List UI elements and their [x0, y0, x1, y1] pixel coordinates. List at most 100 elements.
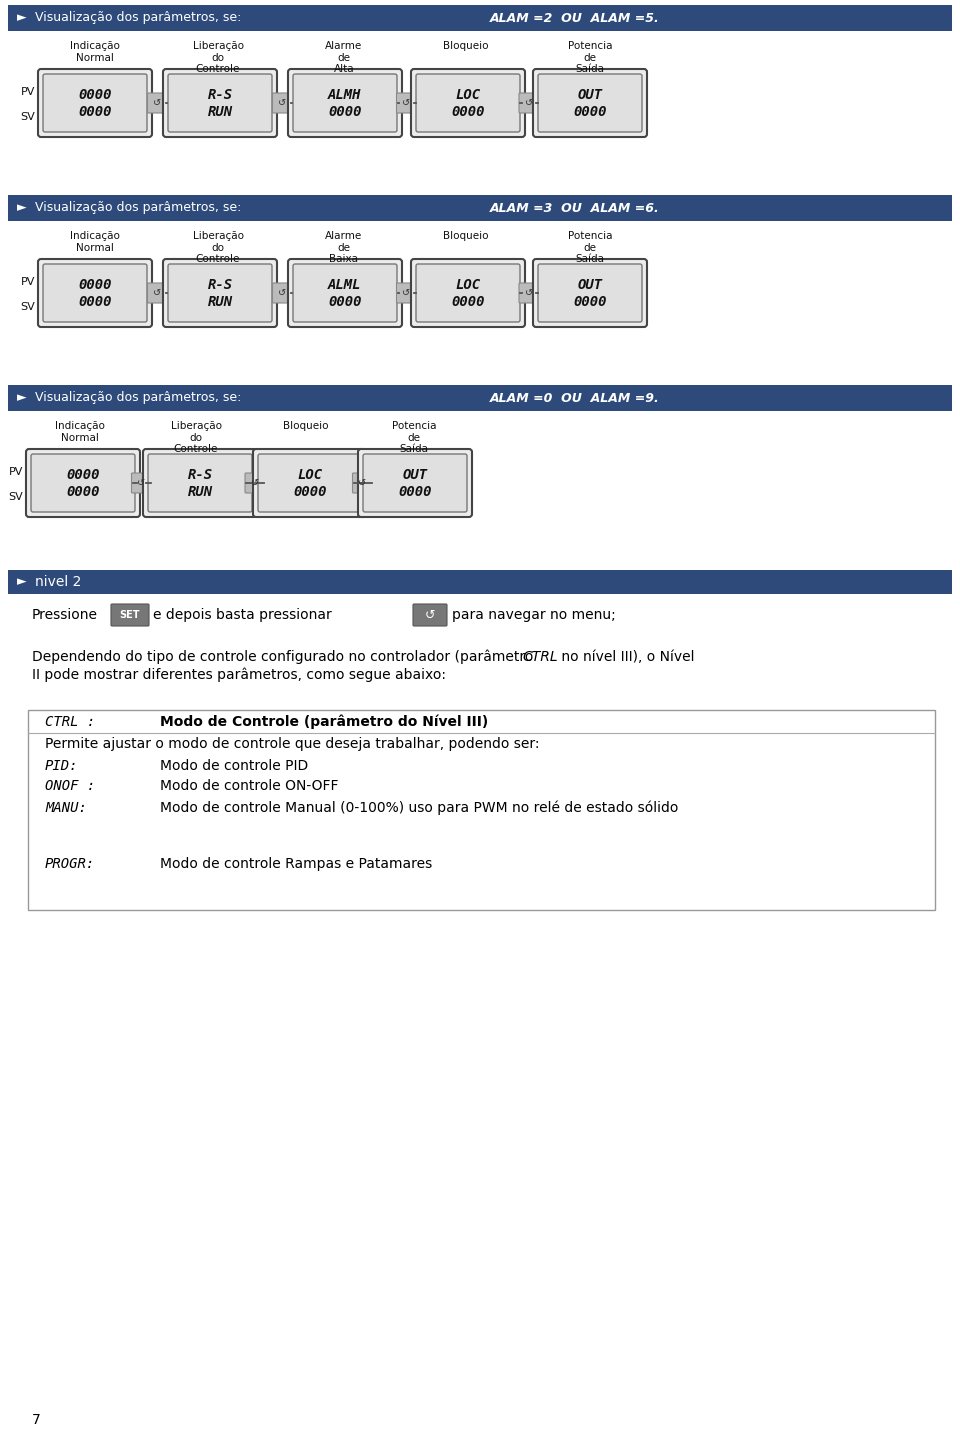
Text: Alarme
de
Alta: Alarme de Alta: [325, 40, 363, 74]
Text: Bloqueio: Bloqueio: [444, 231, 489, 241]
FancyBboxPatch shape: [413, 604, 447, 626]
FancyBboxPatch shape: [363, 454, 467, 512]
Text: CTRL :: CTRL :: [45, 714, 95, 729]
Text: nivel 2: nivel 2: [35, 576, 82, 589]
Text: CTRL: CTRL: [522, 651, 558, 664]
Text: 7: 7: [32, 1413, 40, 1427]
Text: R-S: R-S: [207, 88, 232, 101]
Text: Dependendo do tipo de controle configurado no controlador (parâmetro: Dependendo do tipo de controle configura…: [32, 651, 538, 665]
Text: Modo de controle PID: Modo de controle PID: [160, 759, 308, 772]
FancyBboxPatch shape: [31, 454, 135, 512]
Text: 0000: 0000: [573, 106, 607, 120]
FancyBboxPatch shape: [148, 283, 167, 304]
FancyBboxPatch shape: [168, 74, 272, 132]
FancyBboxPatch shape: [258, 454, 362, 512]
Text: ↺: ↺: [278, 98, 287, 108]
Text: ↺: ↺: [525, 288, 533, 298]
Text: no nível III), o Nível: no nível III), o Nível: [557, 651, 694, 664]
Bar: [8, 570, 952, 594]
Text: ALAM =2  OU  ALAM =5.: ALAM =2 OU ALAM =5.: [490, 12, 660, 25]
Text: Potencia
de
Saída: Potencia de Saída: [567, 231, 612, 265]
FancyBboxPatch shape: [293, 265, 397, 322]
Text: para navegar no menu;: para navegar no menu;: [452, 607, 615, 622]
FancyBboxPatch shape: [273, 283, 293, 304]
FancyBboxPatch shape: [43, 265, 147, 322]
Text: Modo de controle ON-OFF: Modo de controle ON-OFF: [160, 779, 339, 794]
Text: Indicação
Normal: Indicação Normal: [70, 231, 120, 253]
FancyBboxPatch shape: [253, 450, 367, 518]
Text: Modo de Controle (parâmetro do Nível III): Modo de Controle (parâmetro do Nível III…: [160, 714, 489, 729]
Text: PV: PV: [20, 87, 35, 97]
Text: ALAM =3  OU  ALAM =6.: ALAM =3 OU ALAM =6.: [490, 201, 660, 214]
Bar: [8, 195, 952, 221]
Text: 0000: 0000: [328, 295, 362, 309]
Text: PROGR:: PROGR:: [45, 857, 95, 870]
Text: ►: ►: [17, 392, 27, 405]
Text: 0000: 0000: [293, 486, 326, 499]
FancyBboxPatch shape: [411, 69, 525, 137]
Text: OUT: OUT: [577, 88, 603, 101]
Text: RUN: RUN: [207, 295, 232, 309]
Text: SV: SV: [9, 492, 23, 502]
Text: Bloqueio: Bloqueio: [283, 421, 328, 431]
Text: RUN: RUN: [187, 486, 212, 499]
Text: Visualização dos parâmetros, se:: Visualização dos parâmetros, se:: [35, 12, 246, 25]
FancyBboxPatch shape: [288, 259, 402, 327]
Text: Liberação
do
Controle: Liberação do Controle: [171, 421, 222, 454]
FancyBboxPatch shape: [288, 69, 402, 137]
Text: Alarme
de
Baixa: Alarme de Baixa: [325, 231, 363, 265]
FancyBboxPatch shape: [245, 473, 265, 493]
FancyBboxPatch shape: [352, 473, 372, 493]
Text: ALAM =0  OU  ALAM =9.: ALAM =0 OU ALAM =9.: [490, 392, 660, 405]
Text: e depois basta pressionar: e depois basta pressionar: [153, 607, 332, 622]
Text: ↺: ↺: [278, 288, 287, 298]
Text: MANU:: MANU:: [45, 801, 86, 814]
FancyBboxPatch shape: [38, 69, 152, 137]
Text: Visualização dos parâmetros, se:: Visualização dos parâmetros, se:: [35, 392, 246, 405]
Text: ↺: ↺: [137, 479, 146, 487]
FancyBboxPatch shape: [538, 74, 642, 132]
Text: ►: ►: [17, 201, 27, 214]
Text: ↺: ↺: [424, 609, 435, 622]
FancyBboxPatch shape: [111, 604, 149, 626]
Text: ALML: ALML: [328, 278, 362, 292]
Text: Indicação
Normal: Indicação Normal: [55, 421, 105, 442]
FancyBboxPatch shape: [168, 265, 272, 322]
Text: ↺: ↺: [251, 479, 259, 487]
Text: 0000: 0000: [66, 469, 100, 482]
Text: 0000: 0000: [79, 295, 111, 309]
FancyBboxPatch shape: [148, 93, 167, 113]
FancyBboxPatch shape: [143, 450, 257, 518]
Text: RUN: RUN: [207, 106, 232, 120]
FancyBboxPatch shape: [396, 283, 417, 304]
Text: ONOF :: ONOF :: [45, 779, 95, 794]
Text: SET: SET: [120, 610, 140, 620]
Text: LOC: LOC: [455, 88, 481, 101]
FancyBboxPatch shape: [273, 93, 293, 113]
Text: PV: PV: [20, 276, 35, 286]
Text: 0000: 0000: [573, 295, 607, 309]
FancyBboxPatch shape: [163, 69, 277, 137]
FancyBboxPatch shape: [533, 259, 647, 327]
Text: Indicação
Normal: Indicação Normal: [70, 40, 120, 62]
Bar: [8, 385, 952, 411]
FancyBboxPatch shape: [358, 450, 472, 518]
Text: Liberação
do
Controle: Liberação do Controle: [193, 231, 244, 265]
Text: Bloqueio: Bloqueio: [444, 40, 489, 51]
Text: ↺: ↺: [525, 98, 533, 108]
Text: ↺: ↺: [358, 479, 367, 487]
Text: Potencia
de
Saída: Potencia de Saída: [392, 421, 436, 454]
Text: Visualização dos parâmetros, se:: Visualização dos parâmetros, se:: [35, 201, 246, 214]
Text: 0000: 0000: [79, 278, 111, 292]
Text: 0000: 0000: [451, 106, 485, 120]
Text: 0000: 0000: [398, 486, 432, 499]
Text: ↺: ↺: [154, 288, 161, 298]
FancyBboxPatch shape: [416, 265, 520, 322]
FancyBboxPatch shape: [411, 259, 525, 327]
FancyBboxPatch shape: [396, 93, 417, 113]
FancyBboxPatch shape: [533, 69, 647, 137]
Text: Modo de controle Manual (0-100%) uso para PWM no relé de estado sólido: Modo de controle Manual (0-100%) uso par…: [160, 800, 679, 814]
Text: R-S: R-S: [207, 278, 232, 292]
Text: SV: SV: [20, 111, 35, 121]
Text: 0000: 0000: [79, 88, 111, 101]
